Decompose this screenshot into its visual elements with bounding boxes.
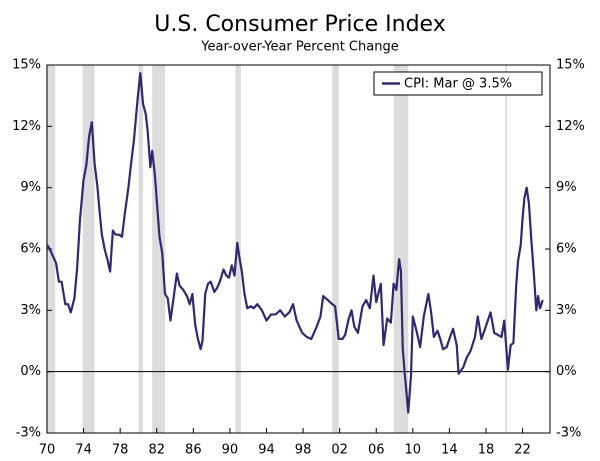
chart-subtitle: Year-over-Year Percent Change (200, 40, 398, 55)
x-tick-label: 90 (222, 443, 239, 458)
plot-frame (46, 64, 551, 434)
y2-tick-label: 12% (556, 119, 585, 134)
y-tick-label: 6% (20, 242, 41, 257)
y2-tick-label: 6% (556, 242, 577, 257)
x-tick-label: 02 (331, 443, 348, 458)
y-tick-label: 12% (12, 119, 41, 134)
x-tick-label: 94 (258, 443, 275, 458)
y-tick-label: 0% (20, 364, 41, 379)
y-tick-label: 3% (20, 303, 41, 318)
y-tick-label: -3% (16, 426, 41, 441)
y2-tick-label: 15% (556, 58, 585, 73)
x-tick-label: 74 (75, 443, 92, 458)
y2-tick-label: -3% (556, 426, 581, 441)
x-tick-label: 82 (148, 443, 165, 458)
x-tick-label: 06 (368, 443, 385, 458)
recession-band (138, 65, 144, 433)
recession-band (332, 65, 339, 433)
y2-tick-label: 3% (556, 303, 577, 318)
x-tick-label: 78 (112, 443, 129, 458)
x-tick-label: 18 (478, 443, 495, 458)
y-tick-label: 15% (12, 58, 41, 73)
recession-band (505, 65, 508, 433)
chart-title: U.S. Consumer Price Index (154, 12, 445, 37)
recession-band (82, 65, 95, 433)
cpi-line (46, 72, 544, 414)
legend-box (373, 71, 543, 96)
x-tick-label: 14 (441, 443, 458, 458)
legend-label: CPI: Mar @ 3.5% (404, 77, 512, 92)
y2-tick-label: 9% (556, 180, 577, 195)
y2-tick-label: 0% (556, 364, 577, 379)
recession-band (152, 65, 165, 433)
x-tick-label: 10 (405, 443, 422, 458)
x-tick-label: 98 (295, 443, 312, 458)
x-tick-label: 70 (39, 443, 56, 458)
x-tick-label: 22 (514, 443, 531, 458)
y-tick-label: 9% (20, 180, 41, 195)
recession-band (393, 65, 409, 433)
x-tick-label: 86 (185, 443, 202, 458)
